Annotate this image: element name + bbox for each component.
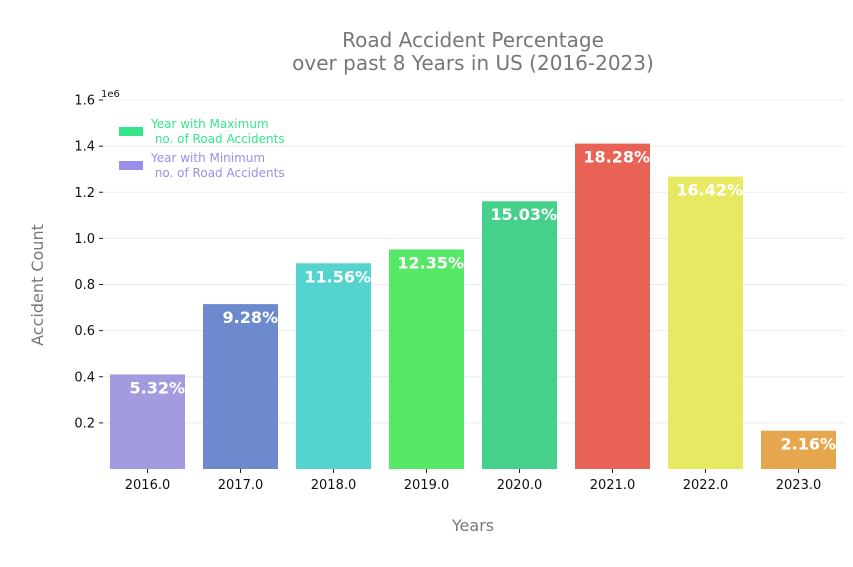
- y-tick-label: 0.8: [74, 278, 95, 293]
- legend-swatch: [119, 161, 143, 170]
- chart-title-line: Road Accident Percentage: [342, 28, 604, 52]
- bar-2023.0: [761, 430, 836, 469]
- bar-value-label: 5.32%: [129, 378, 185, 397]
- legend-label: Year with Minimum no. of Road Accidents: [150, 151, 285, 180]
- x-tick-label: 2022.0: [683, 478, 729, 493]
- y-tick-label: 0.6: [74, 324, 95, 339]
- y-tick-label: 1.2: [74, 186, 95, 201]
- bar-value-label: 16.42%: [676, 181, 743, 200]
- bar-value-label: 18.28%: [583, 148, 650, 167]
- x-tick-label: 2017.0: [218, 478, 264, 493]
- x-tick-label: 2021.0: [590, 478, 636, 493]
- x-tick-label: 2019.0: [404, 478, 450, 493]
- bar-2016.0: [110, 374, 185, 469]
- legend-label: Year with Maximum no. of Road Accidents: [150, 117, 285, 146]
- y-tick-label: 1.4: [74, 140, 95, 155]
- bar-2018.0: [296, 263, 371, 469]
- bar-layer: [110, 143, 836, 469]
- y-tick-label: 1.0: [74, 232, 95, 247]
- y-tick-label: 1.6: [74, 94, 95, 109]
- bar-value-label: 12.35%: [397, 253, 464, 272]
- y-tick-label: 0.2: [74, 416, 95, 431]
- legend: Year with Maximum no. of Road Accidents Y…: [119, 117, 285, 180]
- chart-title-line: over past 8 Years in US (2016-2023): [292, 51, 654, 75]
- bar-2017.0: [203, 304, 278, 469]
- y-axis-offset-label: 1e6: [101, 89, 120, 100]
- bar-2019.0: [389, 249, 464, 469]
- y-tick-label: 0.4: [74, 370, 95, 385]
- x-axis-label: Years: [451, 516, 494, 535]
- chart-title: Road Accident Percentage over past 8 Year…: [292, 28, 654, 75]
- y-axis-label: Accident Count: [28, 224, 47, 346]
- bar-2020.0: [482, 201, 557, 469]
- x-tick-label: 2020.0: [497, 478, 543, 493]
- bar-value-label: 15.03%: [490, 205, 557, 224]
- bar-2022.0: [668, 176, 743, 469]
- axis-layer: 0.2 0.4 0.6 0.8 1.0 1.2 1.4 1.6 2016.0 2017.0 2018…: [74, 94, 821, 494]
- bar-value-label: 9.28%: [222, 308, 278, 327]
- x-tick-label: 2023.0: [776, 478, 822, 493]
- legend-swatch: [119, 127, 143, 136]
- bar-value-label: 11.56%: [304, 267, 371, 286]
- label-layer: 5.32% 9.28% 11.56% 12.35% 15.03% 18.28% 16.42%…: [129, 148, 836, 454]
- bar-2021.0: [575, 143, 650, 469]
- x-tick-label: 2016.0: [125, 478, 171, 493]
- x-tick-label: 2018.0: [311, 478, 357, 493]
- bar-value-label: 2.16%: [780, 435, 836, 454]
